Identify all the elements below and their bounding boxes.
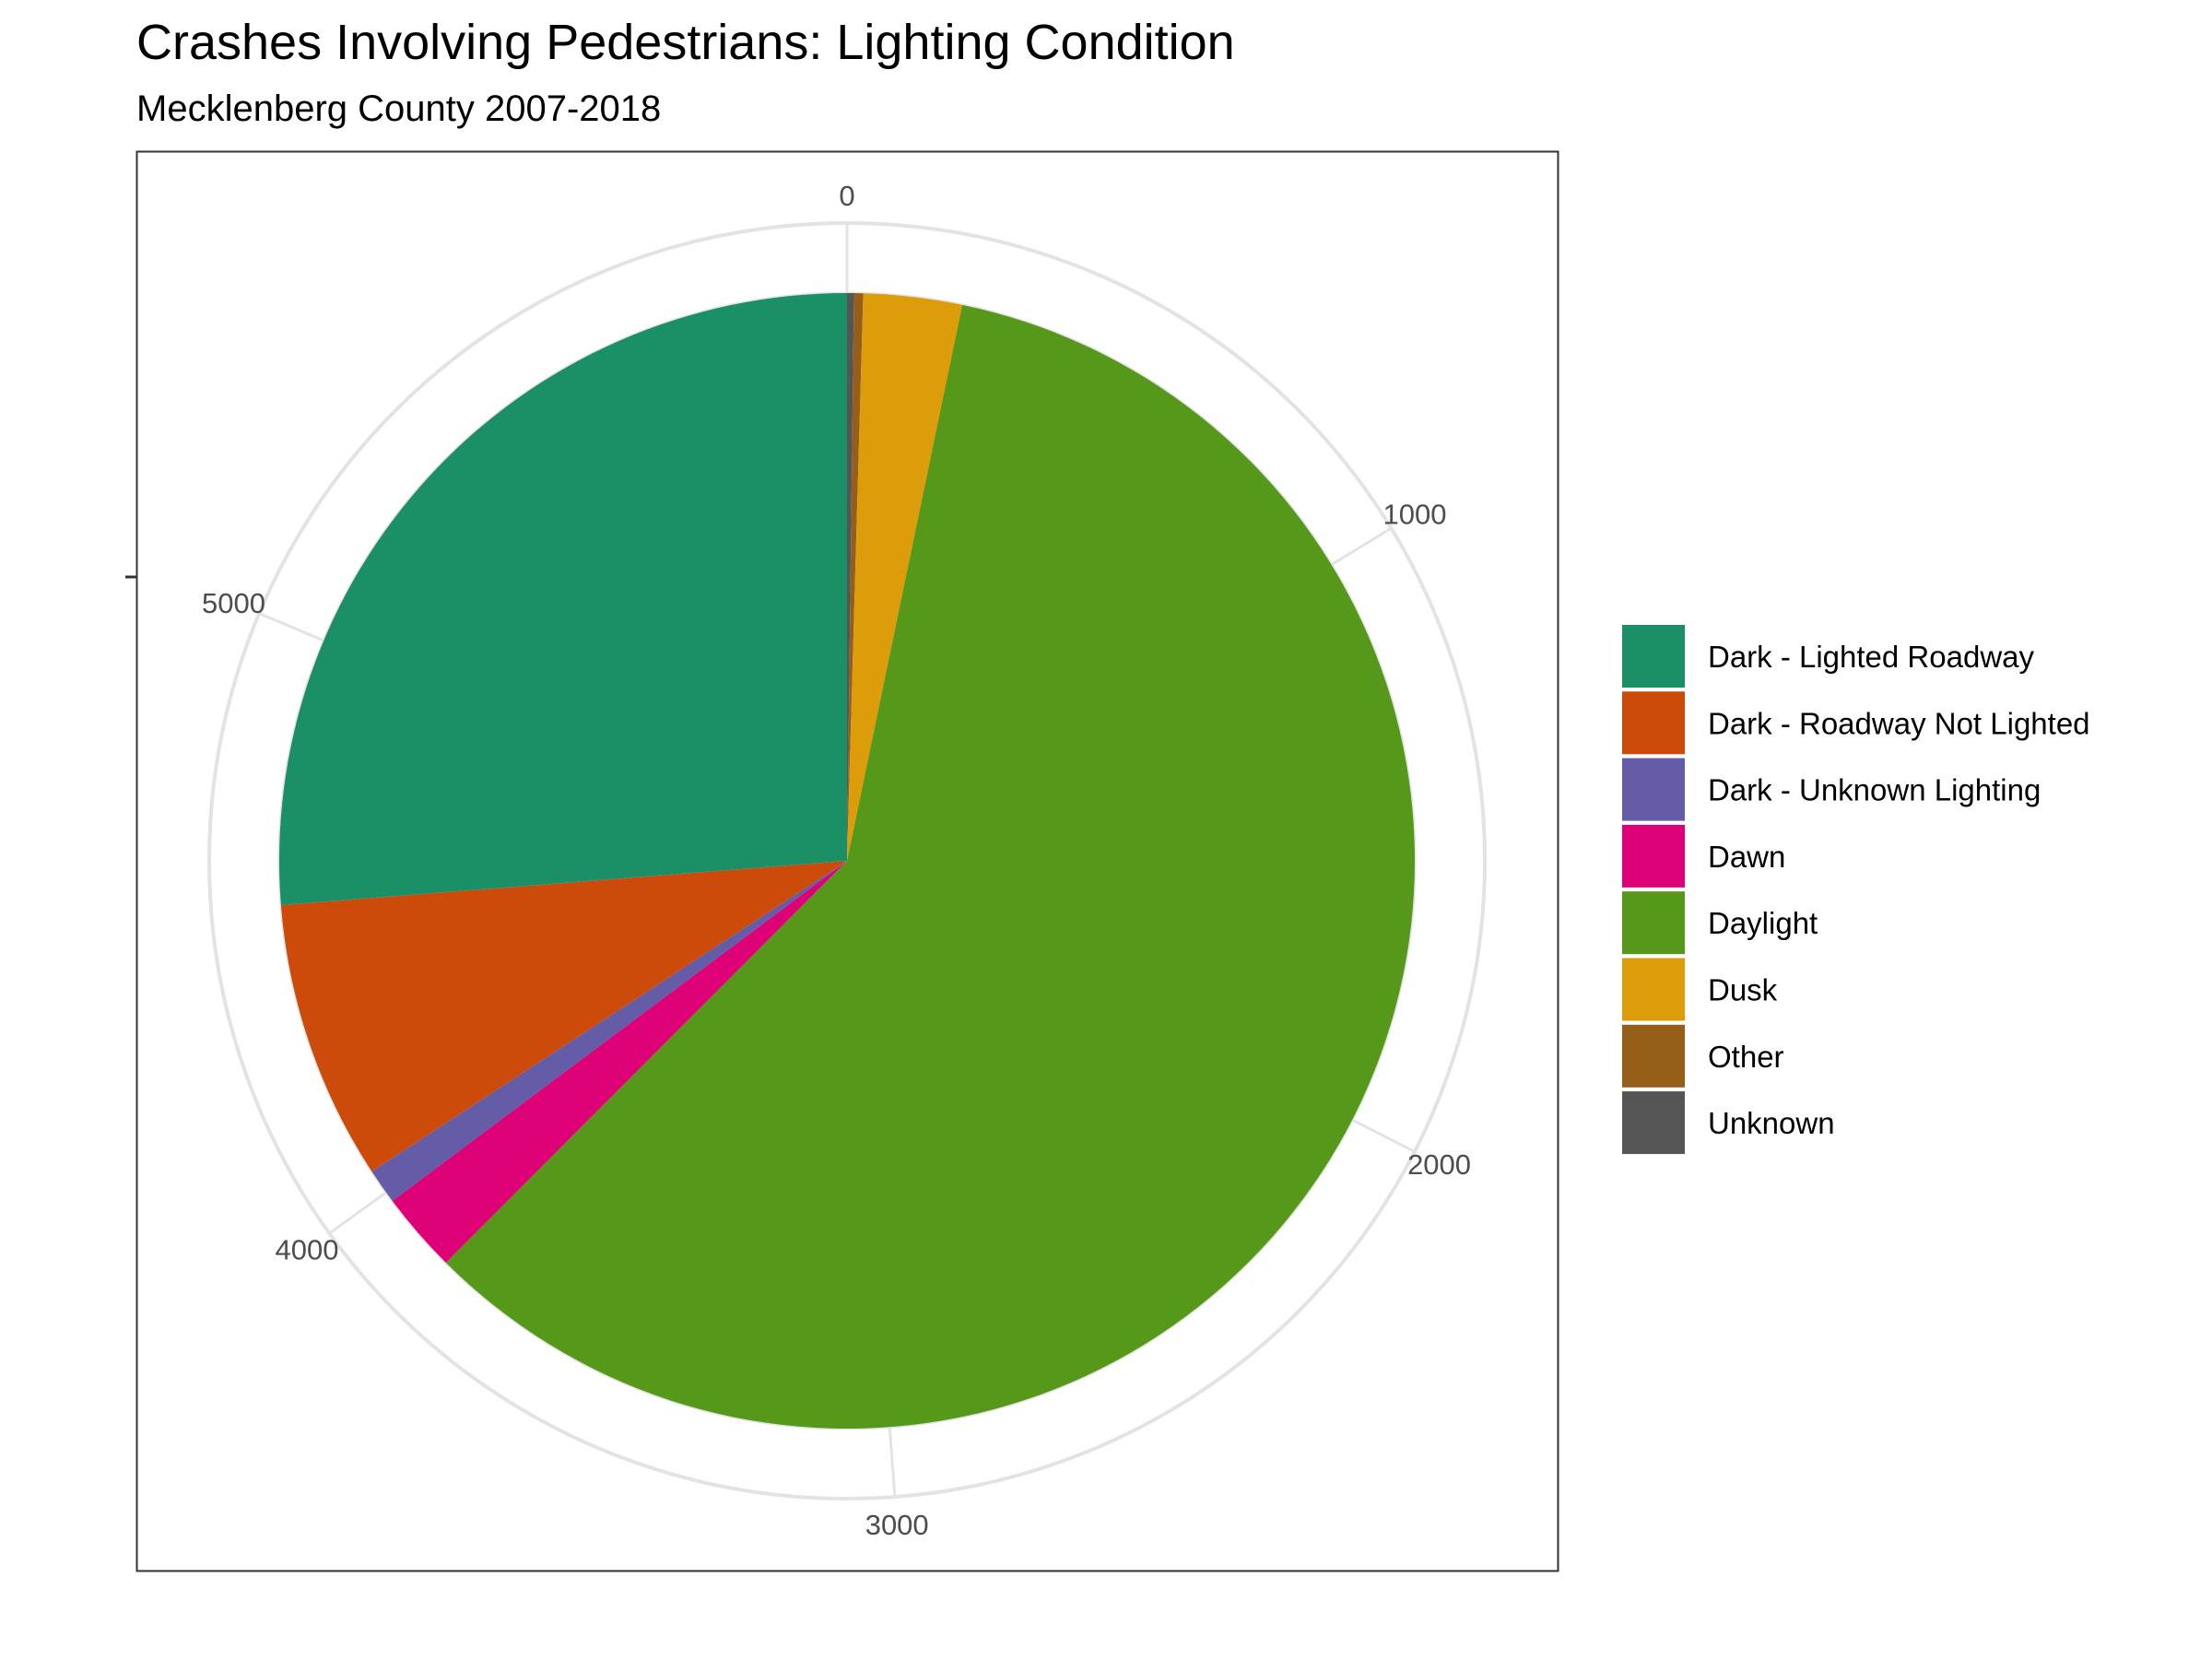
pie-slice-other <box>847 293 864 861</box>
legend-key-unknown <box>1622 1091 1685 1155</box>
pie-slice-daylight <box>445 304 1416 1430</box>
legend-label-dark-roadway-not-lighted: Dark - Roadway Not Lighted <box>1708 706 2090 740</box>
legend: Dark - Lighted Roadway Dark - Roadway Not… <box>1622 625 2090 1155</box>
tick-label-2000: 2000 <box>1407 1148 1471 1181</box>
legend-key-daylight <box>1622 891 1685 955</box>
legend-key-dark-roadway-not-lighted <box>1622 691 1685 755</box>
legend-key-dusk <box>1622 958 1685 1021</box>
chart-title: Crashes Involving Pedestrians: Lighting … <box>136 15 1235 70</box>
legend-key-dark-unknown-lighting <box>1622 758 1685 821</box>
pie-slice-dusk <box>847 293 963 861</box>
tick-label-3000: 3000 <box>865 1509 929 1541</box>
legend-key-other <box>1622 1024 1685 1088</box>
tick-label-4000: 4000 <box>275 1234 338 1266</box>
legend-key-dawn <box>1622 824 1685 888</box>
radial-tick-labels: 0 1000 2000 3000 4000 5000 <box>202 180 1471 1541</box>
legend-label-dark-lighted-roadway: Dark - Lighted Roadway <box>1708 640 2035 674</box>
pie-slice-dawn <box>392 861 847 1263</box>
tick-label-0: 0 <box>839 180 854 212</box>
legend-label-dusk: Dusk <box>1708 973 1778 1007</box>
legend-key-dark-lighted-roadway <box>1622 625 1685 688</box>
pie-slice-dark-lighted-roadway <box>279 293 847 905</box>
legend-label-dark-unknown-lighting: Dark - Unknown Lighting <box>1708 773 2041 807</box>
legend-label-dawn: Dawn <box>1708 840 1785 874</box>
pie-slice-dark-unknown-lighting <box>371 861 847 1201</box>
pie-slice-unknown <box>847 293 854 861</box>
pie-slice-dark-roadway-not-lighted <box>280 861 847 1171</box>
tick-label-5000: 5000 <box>202 587 265 619</box>
legend-label-unknown: Unknown <box>1708 1106 1835 1140</box>
legend-label-other: Other <box>1708 1040 1784 1074</box>
chart-subtitle: Mecklenberg County 2007-2018 <box>136 88 661 129</box>
panel-border <box>135 150 1559 1572</box>
tick-label-1000: 1000 <box>1383 498 1447 530</box>
legend-label-daylight: Daylight <box>1708 906 1818 940</box>
pie-slices <box>279 293 1416 1430</box>
